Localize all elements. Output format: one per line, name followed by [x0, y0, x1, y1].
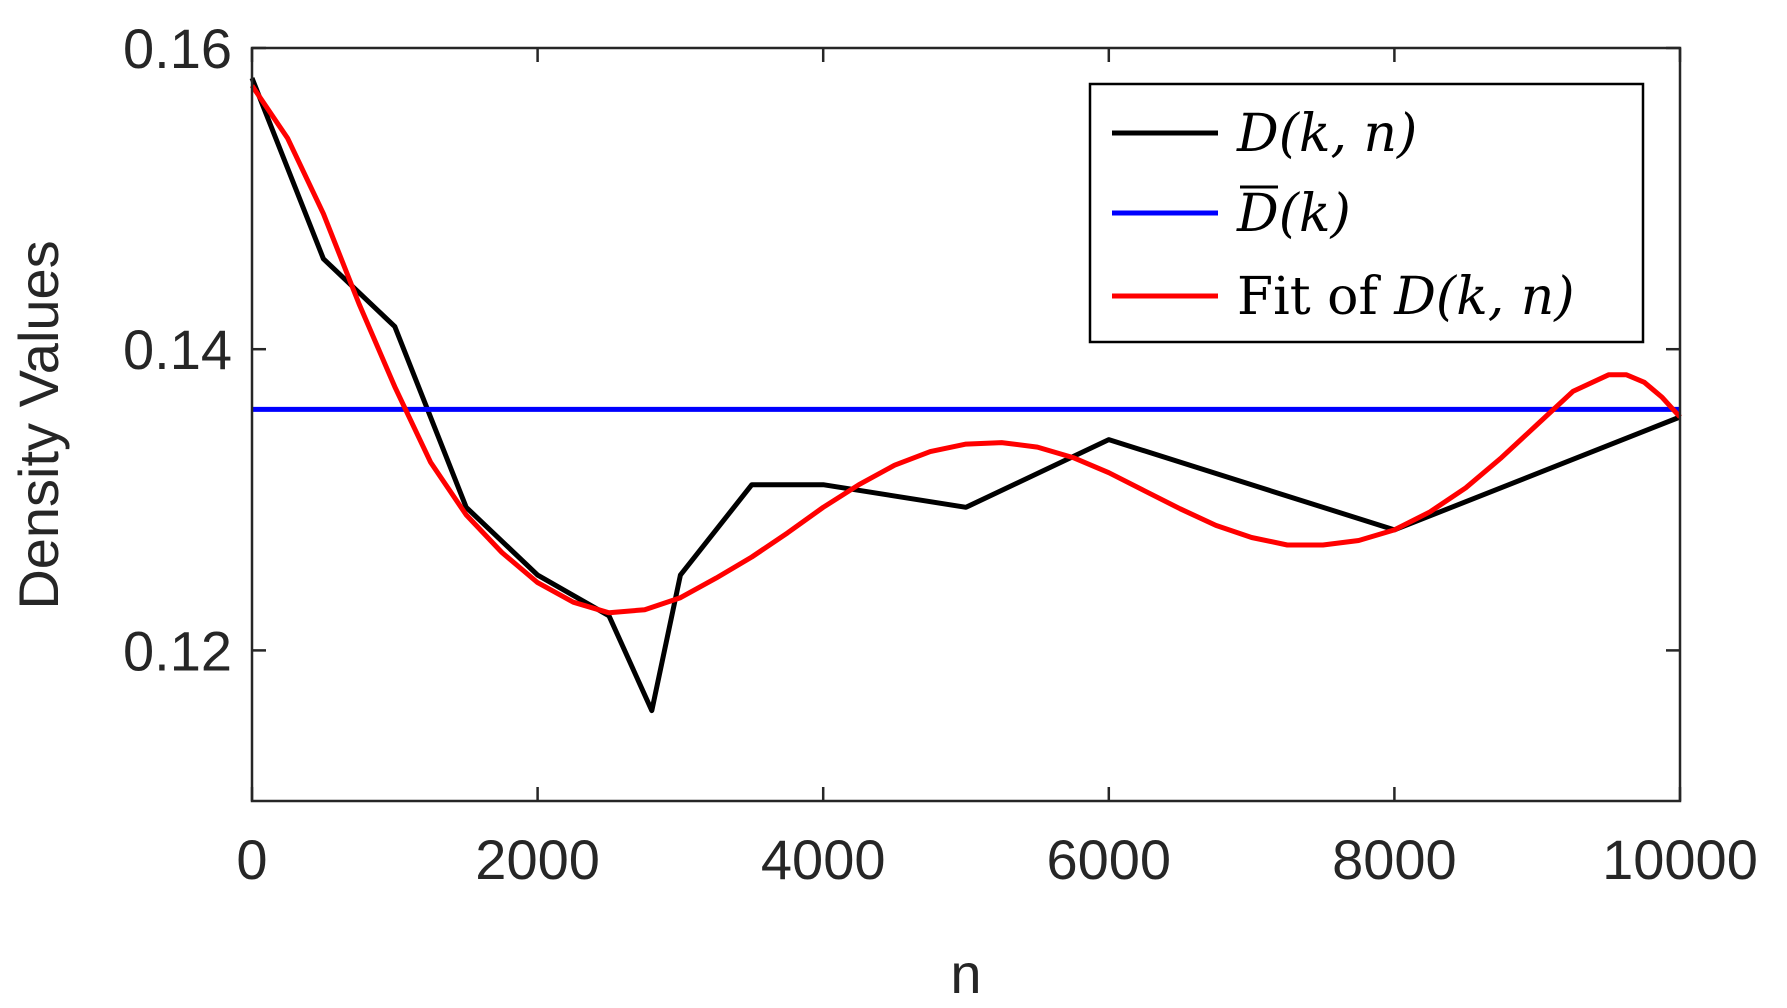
series-line-fit: [249, 84, 1682, 616]
series-layer: [249, 77, 1682, 714]
x-axis-label: n: [950, 942, 981, 1005]
legend-label-d-kn: D(k, n): [1236, 104, 1417, 164]
ticks-layer: 0 2000 4000 6000 8000 10000 0.12 0.14 0.16: [123, 17, 1758, 891]
y-tick-label: 0.14: [123, 318, 232, 381]
y-tick-label: 0.16: [123, 17, 232, 80]
legend-label-fit-math: D(k, n): [1393, 267, 1574, 327]
legend-label-dbar-k: D(k): [1236, 184, 1351, 244]
series-line-d-kn: [249, 77, 1681, 714]
x-tick-label: 2000: [475, 828, 600, 891]
x-tick-label: 8000: [1332, 828, 1457, 891]
x-tick-label: 0: [236, 828, 267, 891]
x-tick-label: 6000: [1047, 828, 1172, 891]
legend-label-fit: Fit of D(k, n): [1237, 267, 1575, 327]
legend-label-fit-prefix: Fit of: [1237, 267, 1394, 327]
legend: D(k, n) D(k) Fit of D(k, n): [1088, 82, 1645, 344]
y-tick-label: 0.12: [123, 619, 232, 682]
y-axis-label: Density Values: [7, 240, 70, 609]
plot-frame: [250, 46, 1682, 803]
x-tick-label: 4000: [761, 828, 886, 891]
x-tick-label: 10000: [1602, 828, 1758, 891]
